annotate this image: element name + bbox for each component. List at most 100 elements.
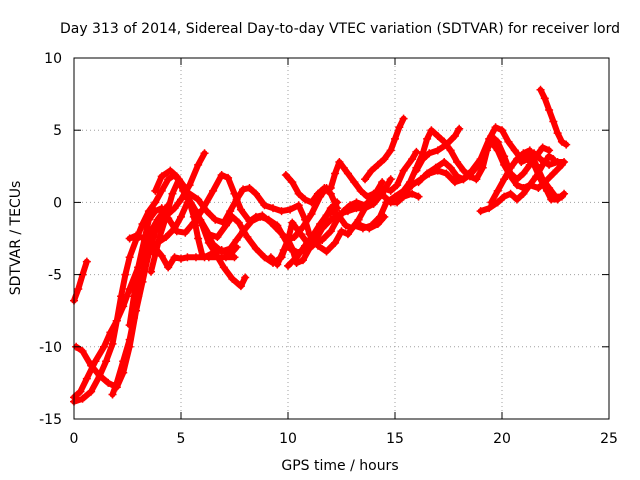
- data-point: [478, 163, 487, 172]
- data-point: [363, 192, 372, 201]
- data-point: [361, 175, 370, 184]
- data-point: [170, 204, 179, 213]
- data-point: [328, 207, 337, 216]
- data-point: [408, 181, 417, 190]
- data-point: [151, 198, 160, 207]
- data-point: [542, 186, 551, 195]
- data-point: [239, 185, 248, 194]
- data-point: [298, 256, 307, 265]
- data-point: [112, 378, 121, 387]
- data-point: [386, 186, 395, 195]
- data-point: [286, 205, 295, 214]
- data-point: [200, 253, 209, 262]
- data-point: [279, 246, 288, 255]
- data-point: [194, 160, 203, 169]
- data-point: [399, 114, 408, 123]
- data-point: [277, 207, 286, 216]
- data-point: [313, 189, 322, 198]
- data-point: [275, 227, 284, 236]
- data-point: [418, 155, 427, 164]
- data-point: [151, 207, 160, 216]
- data-point: [307, 198, 316, 207]
- data-point: [251, 244, 260, 253]
- data-point: [523, 155, 532, 164]
- data-point: [455, 124, 464, 133]
- data-point: [251, 189, 260, 198]
- data-point: [423, 134, 432, 143]
- data-point: [562, 140, 571, 149]
- data-point: [82, 257, 91, 266]
- data-point: [243, 233, 252, 242]
- data-point: [408, 189, 417, 198]
- data-point: [376, 212, 385, 221]
- data-point: [185, 181, 194, 190]
- data-point: [288, 178, 297, 187]
- grid-lines: [74, 58, 609, 419]
- data-point: [557, 137, 566, 146]
- data-point: [391, 195, 399, 204]
- data-point: [512, 155, 521, 164]
- data-point: [498, 126, 506, 135]
- data-point: [125, 321, 134, 330]
- data-point: [228, 274, 237, 283]
- data-point: [305, 244, 314, 253]
- data-point: [519, 189, 528, 198]
- data-point: [431, 163, 440, 172]
- data-point: [446, 163, 455, 172]
- data-point: [232, 243, 241, 252]
- data-point: [209, 186, 218, 195]
- data-point: [311, 238, 320, 247]
- data-point: [414, 178, 423, 187]
- data-point: [202, 207, 211, 216]
- data-point: [301, 241, 310, 250]
- data-point: [125, 335, 134, 344]
- y-tick-label: 5: [53, 123, 62, 139]
- data-point: [517, 157, 526, 166]
- data-point: [104, 378, 113, 387]
- data-point: [288, 244, 297, 253]
- data-point: [549, 117, 558, 126]
- data-point: [433, 131, 442, 140]
- data-point: [322, 211, 331, 220]
- data-point: [343, 169, 352, 178]
- data-point: [191, 253, 200, 262]
- data-point: [273, 260, 282, 269]
- data-point: [557, 160, 566, 169]
- data-point: [525, 181, 534, 190]
- data-point: [453, 157, 462, 166]
- data-point: [534, 183, 543, 192]
- data-point: [341, 221, 350, 230]
- data-point: [386, 175, 395, 184]
- data-point: [549, 155, 558, 164]
- data-point: [78, 347, 87, 356]
- data-point: [480, 149, 489, 158]
- data-point: [337, 227, 346, 236]
- data-point: [164, 175, 173, 184]
- data-point: [284, 235, 292, 244]
- data-point: [367, 221, 376, 230]
- data-point: [512, 195, 521, 204]
- data-point: [474, 160, 483, 169]
- data-point: [423, 169, 432, 178]
- data-point: [525, 146, 534, 155]
- data-point: [119, 357, 128, 366]
- data-point: [266, 253, 275, 262]
- data-point: [485, 204, 494, 213]
- series-line-arc-20: [477, 153, 557, 215]
- data-point: [147, 267, 156, 276]
- data-point: [378, 183, 387, 192]
- data-point: [281, 170, 290, 179]
- y-tick-label: -5: [48, 268, 62, 284]
- data-point: [326, 183, 335, 192]
- data-point: [309, 230, 318, 239]
- data-point: [226, 207, 235, 216]
- x-tick-label: 5: [177, 431, 186, 447]
- data-point: [512, 181, 521, 190]
- data-point: [506, 189, 515, 198]
- data-point: [78, 394, 87, 403]
- data-point: [151, 227, 160, 236]
- data-point: [399, 189, 408, 198]
- data-point: [234, 218, 243, 227]
- data-point: [446, 146, 455, 155]
